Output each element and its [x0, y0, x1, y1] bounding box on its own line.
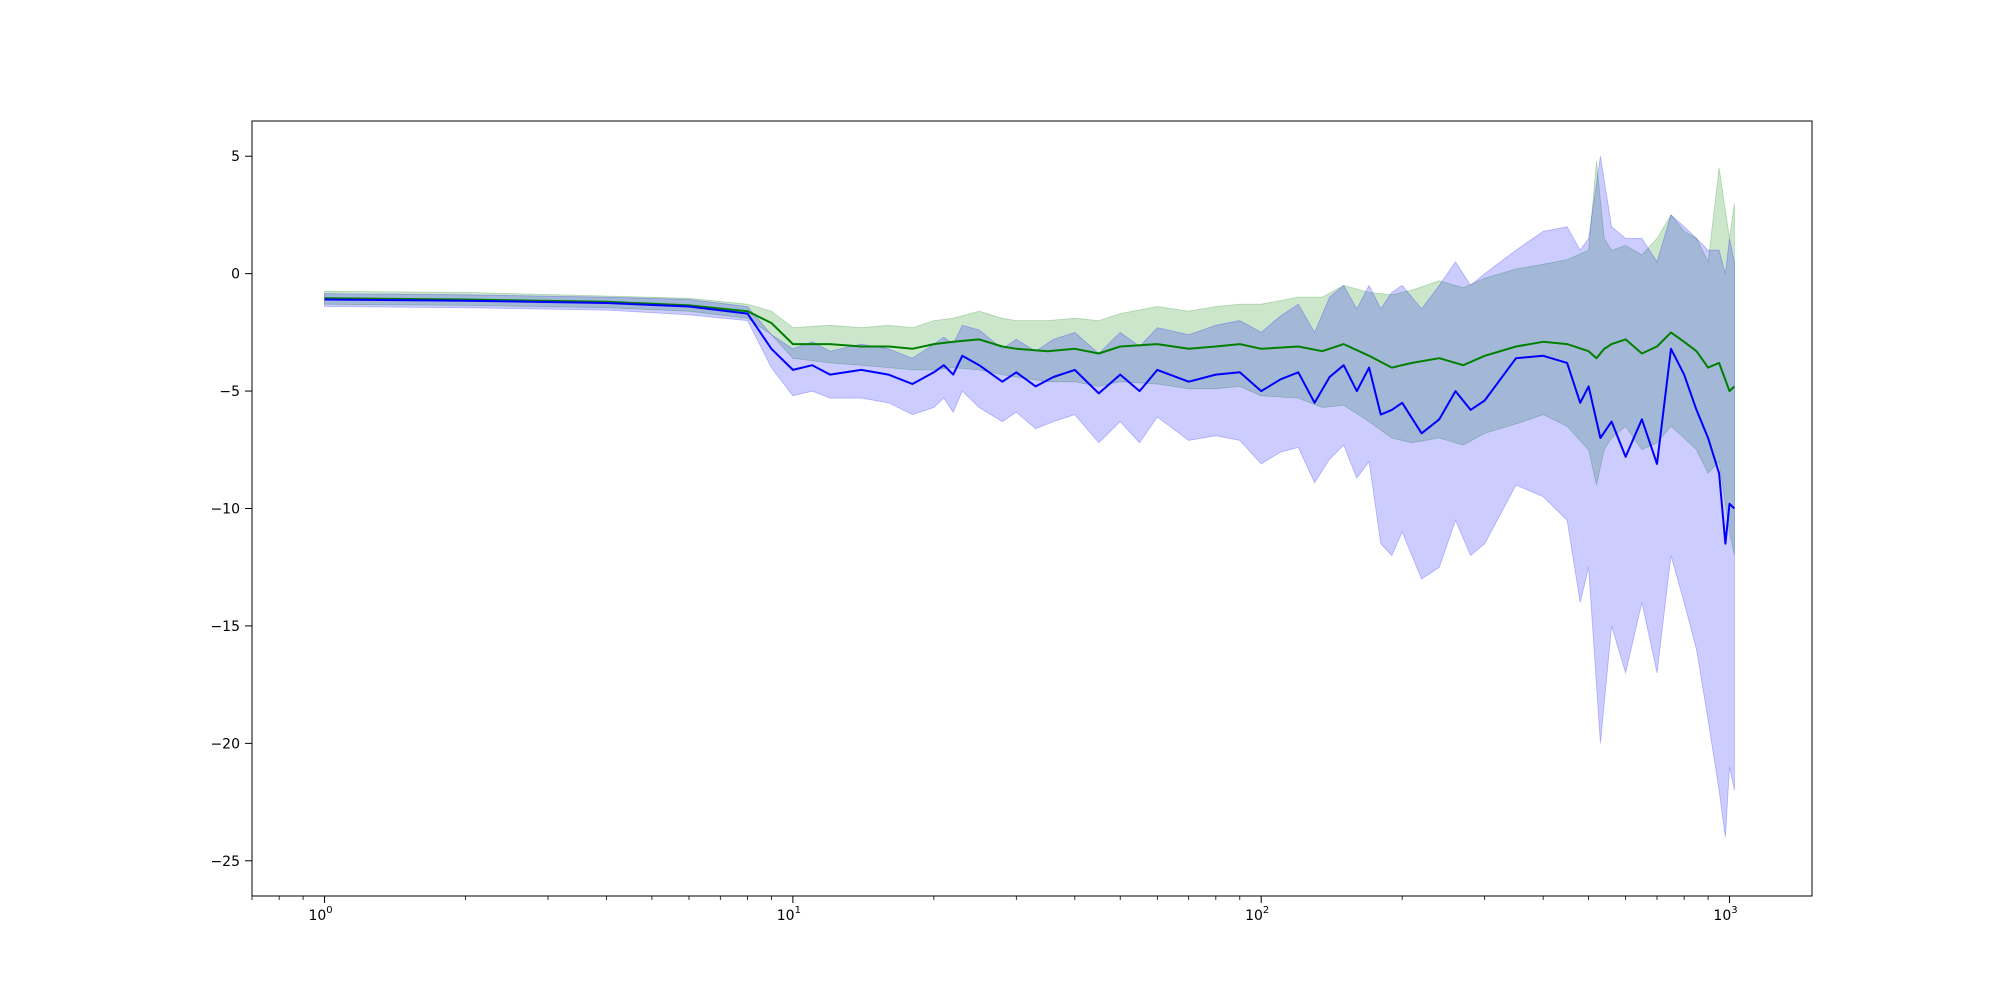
y-tick-label: −5 [219, 384, 240, 400]
y-tick-label: −10 [210, 502, 240, 518]
y-tick-label: −25 [210, 854, 240, 870]
series-lines [324, 297, 1736, 545]
y-tick-label: 0 [231, 267, 240, 283]
x-tick-label: 101 [777, 905, 801, 924]
y-tick-label: −15 [210, 619, 240, 635]
x-tick-label: 103 [1713, 905, 1737, 924]
y-tick-label: −20 [210, 736, 240, 752]
confidence-bands [324, 156, 1735, 838]
plot-area [324, 156, 1736, 838]
series-1-band [324, 160, 1735, 556]
y-tick-label: 5 [231, 149, 240, 165]
x-axis: 100 101 102 103 [251, 896, 1738, 924]
x-tick-label: 102 [1245, 905, 1269, 924]
series-1-line [324, 297, 1736, 393]
x-tick-label: 100 [308, 905, 332, 924]
series-2-band [324, 156, 1735, 838]
y-axis: 5 0 −5 −10 −15 −20 −25 [210, 149, 252, 870]
series-2-line [324, 298, 1736, 545]
